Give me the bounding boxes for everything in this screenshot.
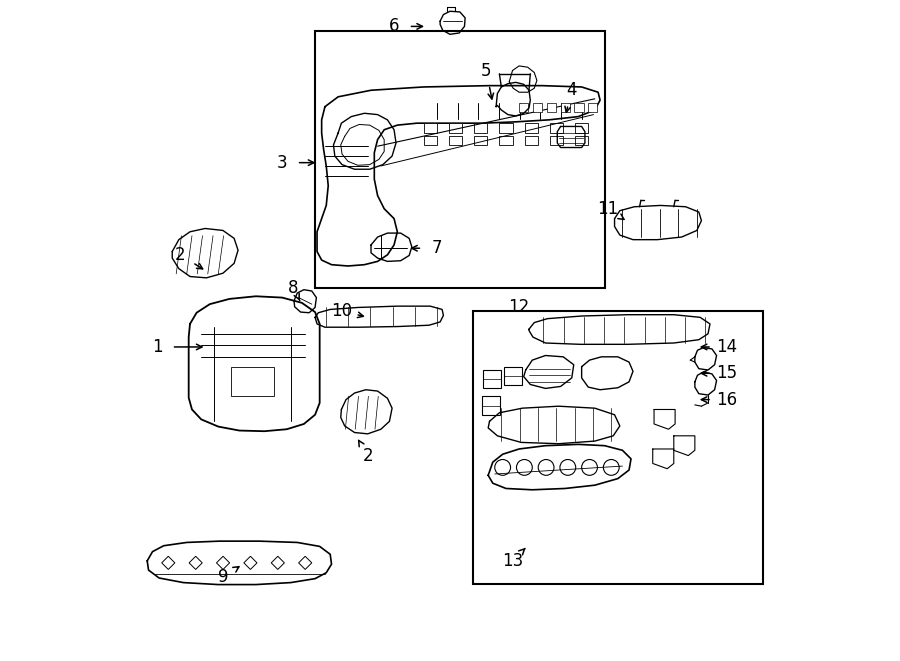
Text: 16: 16 (716, 391, 737, 408)
Bar (525, 123, 538, 133)
Bar (550, 136, 563, 145)
Bar (525, 136, 538, 145)
Bar (315, 31, 605, 288)
Bar (424, 136, 436, 145)
Bar (449, 136, 462, 145)
Bar (519, 103, 528, 112)
Text: 4: 4 (566, 81, 577, 99)
Text: 7: 7 (432, 239, 442, 257)
Text: 1: 1 (152, 338, 162, 356)
Text: 14: 14 (716, 338, 737, 356)
Bar (575, 123, 589, 133)
Bar (483, 370, 501, 389)
Text: 3: 3 (277, 153, 287, 172)
Bar (500, 136, 512, 145)
Text: 5: 5 (481, 61, 491, 79)
Text: 10: 10 (331, 302, 352, 320)
Bar (500, 123, 512, 133)
Text: 8: 8 (288, 279, 299, 297)
Bar (504, 367, 522, 385)
Bar (449, 123, 462, 133)
Text: 13: 13 (502, 552, 523, 570)
Bar (550, 123, 563, 133)
Bar (231, 367, 274, 397)
Bar (482, 397, 500, 414)
Bar (547, 103, 556, 112)
Text: 2: 2 (363, 447, 373, 465)
Text: 9: 9 (218, 568, 229, 586)
Bar (533, 103, 542, 112)
Text: 2: 2 (175, 246, 185, 264)
Bar (474, 136, 487, 145)
Bar (473, 311, 762, 584)
Text: 11: 11 (598, 200, 618, 217)
Bar (424, 123, 436, 133)
Bar (574, 103, 583, 112)
Bar (561, 103, 570, 112)
Text: 6: 6 (389, 17, 400, 36)
Text: 12: 12 (508, 299, 530, 317)
Bar (589, 103, 598, 112)
Text: 15: 15 (716, 364, 737, 382)
Bar (474, 123, 487, 133)
Bar (575, 136, 589, 145)
